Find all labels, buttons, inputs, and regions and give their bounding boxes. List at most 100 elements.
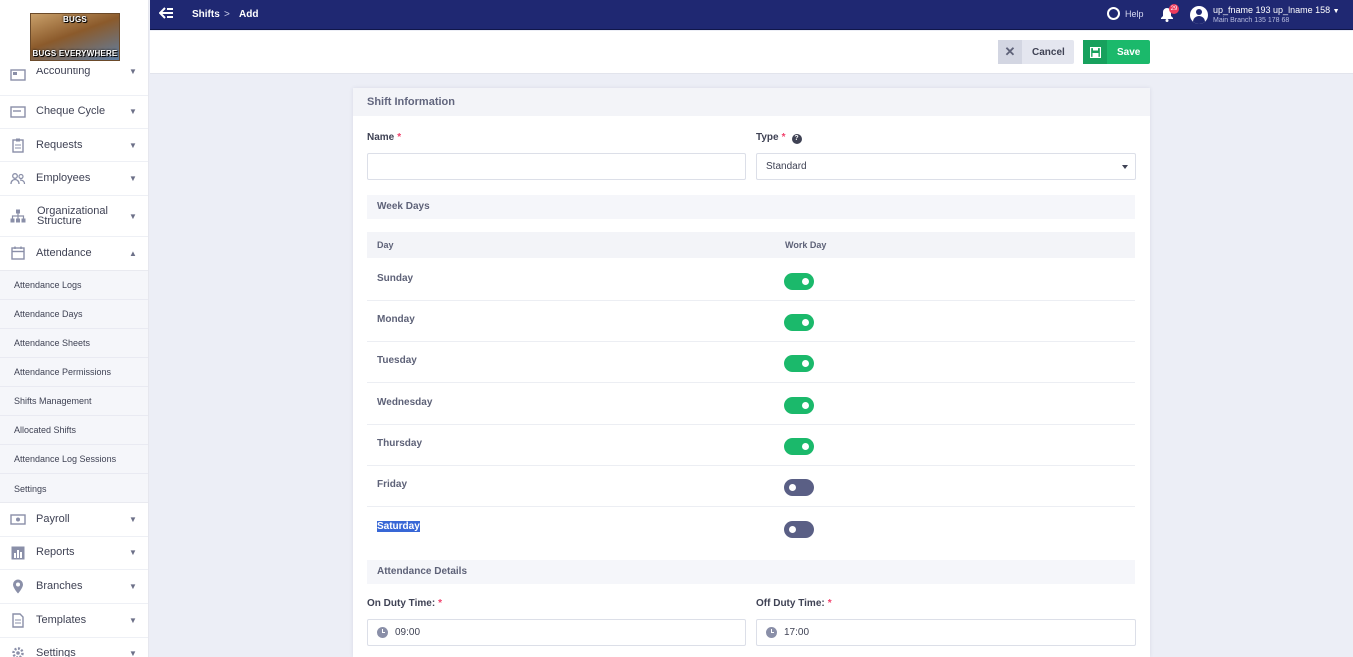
section-title: Shift Information [353, 88, 1150, 116]
submenu-settings[interactable]: Settings [14, 483, 47, 494]
top-navbar: Shifts > Add Help 29 up_fname 193 up_lna… [150, 0, 1353, 30]
chevron-down-icon: ▼ [129, 107, 137, 116]
column-day: Day [377, 240, 394, 250]
sidebar-item-organizational-structure[interactable]: Organizational Structure ▼ [0, 204, 148, 228]
breadcrumb-add: Add [239, 9, 259, 20]
name-label: Name * [367, 132, 402, 143]
org-structure-icon [10, 209, 26, 223]
table-row: Monday [367, 301, 1135, 342]
sidebar-item-settings[interactable]: Settings ▼ [0, 645, 148, 657]
question-icon[interactable]: ? [791, 134, 802, 144]
off-duty-value: 17:00 [784, 627, 810, 638]
payroll-icon [10, 513, 26, 527]
name-input[interactable] [367, 153, 746, 180]
help-button[interactable]: Help [1107, 7, 1144, 20]
user-name[interactable]: up_fname 193 up_lname 158 ▼ [1213, 5, 1340, 15]
sidebar-item-employees[interactable]: Employees ▼ [0, 171, 148, 186]
clock-icon [766, 627, 777, 638]
avatar[interactable] [1190, 6, 1208, 24]
table-row: Tuesday [367, 342, 1135, 383]
cancel-label: Cancel [1032, 46, 1065, 58]
logo-bottom-text: BUGS EVERYWHERE [32, 49, 118, 58]
off-duty-time-input[interactable]: 17:00 [756, 619, 1136, 646]
logo-top-text: BUGS [63, 15, 87, 24]
sidebar-item-templates[interactable]: Templates ▼ [0, 612, 148, 628]
close-icon: ✕ [998, 40, 1022, 64]
breadcrumb-shifts[interactable]: Shifts [192, 9, 220, 20]
location-pin-icon [10, 579, 26, 593]
on-duty-label: On Duty Time: * [367, 598, 443, 609]
day-name: Wednesday [377, 397, 433, 408]
on-duty-value: 09:00 [395, 627, 421, 638]
templates-icon [10, 612, 26, 628]
sidebar-item-payroll[interactable]: Payroll ▼ [0, 512, 148, 527]
submenu-attendance-sheets[interactable]: Attendance Sheets [0, 329, 148, 358]
sidebar-item-label: Branches [36, 579, 83, 592]
type-select-value: Standard [766, 161, 807, 172]
submenu-attendance-permissions[interactable]: Attendance Permissions [0, 358, 148, 387]
type-select[interactable]: Standard [756, 153, 1136, 180]
sidebar-item-cheque-cycle[interactable]: Cheque Cycle ▼ [0, 104, 148, 119]
sidebar-item-label: Organizational Structure [37, 205, 108, 227]
submenu-attendance-logs[interactable]: Attendance Logs [0, 271, 148, 300]
submenu-attendance-days[interactable]: Attendance Days [0, 300, 148, 329]
clock-icon [377, 627, 388, 638]
submenu-shifts-management[interactable]: Shifts Management [0, 387, 148, 416]
calendar-icon [10, 246, 26, 260]
reports-icon [10, 546, 26, 560]
table-row: Friday [367, 466, 1135, 507]
attendance-submenu: Attendance Logs Attendance Days Attendan… [0, 270, 148, 503]
submenu-attendance-log-sessions[interactable]: Attendance Log Sessions [0, 445, 148, 474]
sidebar-item-branches[interactable]: Branches ▼ [0, 578, 148, 594]
day-name: Monday [377, 314, 415, 325]
back-arrow-icon[interactable] [158, 7, 174, 22]
week-days-header: Week Days [367, 195, 1135, 219]
save-button[interactable]: Save [1083, 40, 1150, 64]
chevron-down-icon: ▼ [129, 174, 137, 183]
workday-toggle-saturday[interactable] [784, 521, 814, 538]
cancel-button[interactable]: ✕ Cancel [998, 40, 1074, 64]
chevron-up-icon: ▲ [129, 248, 137, 258]
accounting-icon [10, 68, 26, 82]
day-name: Tuesday [377, 355, 417, 366]
workday-toggle-monday[interactable] [784, 314, 814, 331]
chevron-down-icon: ▼ [129, 211, 137, 221]
employees-icon [10, 172, 26, 186]
sidebar-item-requests[interactable]: Requests ▼ [0, 137, 148, 153]
sidebar-item-label: Templates [36, 613, 87, 626]
action-bar: ✕ Cancel Save [150, 31, 1353, 74]
chevron-down-icon: ▼ [129, 615, 137, 625]
submenu-allocated-shifts[interactable]: Allocated Shifts [0, 416, 148, 445]
company-logo[interactable]: BUGS BUGS EVERYWHERE [30, 13, 120, 61]
cheque-icon [10, 105, 26, 119]
workday-toggle-sunday[interactable] [784, 273, 814, 290]
workday-toggle-tuesday[interactable] [784, 355, 814, 372]
sidebar-item-label: Reports [36, 546, 75, 558]
requests-icon [10, 138, 26, 153]
on-duty-time-input[interactable]: 09:00 [367, 619, 746, 646]
workday-toggle-thursday[interactable] [784, 438, 814, 455]
lifebuoy-icon [1107, 7, 1120, 20]
sidebar: BUGS BUGS EVERYWHERE Accounting ▼ Cheque… [0, 0, 149, 657]
save-icon [1083, 40, 1107, 64]
shift-form-card: Shift Information Name * Type *? Standard … [353, 88, 1150, 657]
sidebar-item-accounting[interactable]: Accounting ▼ [0, 68, 148, 82]
breadcrumb-separator: > [224, 9, 230, 20]
day-name: Saturday [377, 521, 420, 532]
chevron-down-icon: ▼ [129, 515, 137, 524]
chevron-down-icon: ▼ [129, 68, 137, 76]
chevron-down-icon: ▼ [129, 140, 137, 150]
table-row: Sunday [367, 260, 1135, 301]
user-branch: Main Branch 135 178 68 [1213, 17, 1290, 24]
caret-down-icon [1122, 165, 1128, 169]
day-name: Friday [377, 479, 408, 490]
sidebar-item-reports[interactable]: Reports ▼ [0, 545, 148, 560]
notification-badge: 29 [1169, 4, 1179, 14]
workday-toggle-wednesday[interactable] [784, 397, 814, 414]
gear-icon [10, 646, 26, 657]
help-label: Help [1125, 8, 1144, 19]
sidebar-item-attendance[interactable]: Attendance ▲ [0, 245, 148, 261]
workday-toggle-friday[interactable] [784, 479, 814, 496]
table-row: Saturday [367, 508, 1135, 549]
type-label: Type *? [756, 132, 802, 144]
